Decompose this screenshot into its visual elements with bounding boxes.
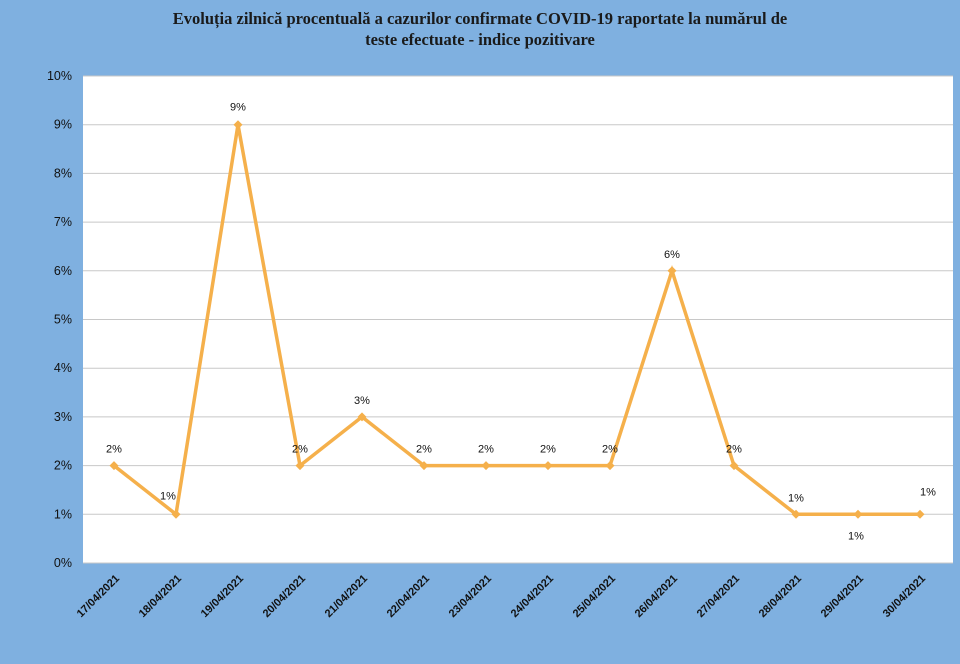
data-label: 3% [354, 395, 370, 407]
data-label: 2% [106, 444, 122, 456]
x-tick-label: 22/04/2021 [385, 573, 432, 620]
y-tick-label: 6% [54, 264, 72, 278]
x-tick-label: 17/04/2021 [75, 573, 122, 620]
data-point [171, 509, 181, 519]
y-tick-label: 10% [47, 69, 72, 83]
y-axis-tick-labels: 0% 1% 2% 3% 4% 5% 6% 7% 8% 9% 10% [47, 69, 72, 570]
data-label: 2% [478, 444, 494, 456]
data-point [667, 266, 677, 276]
data-label: 9% [230, 102, 246, 114]
data-label: 1% [920, 486, 936, 498]
chart-title-line-1: Evoluția zilnică procentuală a cazurilor… [172, 9, 788, 28]
x-tick-label: 23/04/2021 [447, 573, 494, 620]
data-point [729, 461, 739, 471]
data-point [295, 461, 305, 471]
y-tick-label: 7% [54, 215, 72, 229]
y-tick-label: 4% [54, 361, 72, 375]
y-tick-label: 2% [54, 459, 72, 473]
gridlines [83, 75, 953, 564]
series-markers [109, 120, 925, 519]
y-tick-label: 0% [54, 556, 72, 570]
y-tick-label: 3% [54, 410, 72, 424]
data-label: 2% [416, 444, 432, 456]
data-labels: 2% 1% 9% 2% 3% 2% 2% 2% 2% 6% 2% 1% 1% 1% [106, 102, 936, 543]
data-point [605, 461, 615, 471]
chart-title-line-2: teste efectuate - indice pozitivare [365, 30, 595, 49]
x-tick-label: 19/04/2021 [199, 573, 246, 620]
x-axis-tick-labels: 17/04/2021 18/04/2021 19/04/2021 20/04/2021… [75, 573, 928, 620]
x-tick-label: 21/04/2021 [323, 573, 370, 620]
data-label: 2% [602, 444, 618, 456]
data-point [357, 412, 367, 422]
x-tick-label: 28/04/2021 [757, 573, 804, 620]
y-tick-label: 9% [54, 118, 72, 132]
x-tick-label: 24/04/2021 [509, 573, 556, 620]
data-label: 1% [788, 492, 804, 504]
x-tick-label: 30/04/2021 [881, 573, 928, 620]
x-tick-label: 20/04/2021 [261, 573, 308, 620]
x-tick-label: 26/04/2021 [633, 573, 680, 620]
data-point [853, 509, 863, 519]
data-label: 2% [540, 444, 556, 456]
data-point [481, 461, 491, 471]
data-point [915, 509, 925, 519]
data-label: 6% [664, 249, 680, 261]
data-point [419, 461, 429, 471]
data-point [109, 461, 119, 471]
x-tick-label: 29/04/2021 [819, 573, 866, 620]
chart-title: Evoluția zilnică procentuală a cazurilor… [0, 8, 960, 50]
y-tick-label: 8% [54, 166, 72, 180]
x-tick-label: 25/04/2021 [571, 573, 618, 620]
data-point [543, 461, 553, 471]
x-tick-label: 18/04/2021 [137, 573, 184, 620]
data-label: 2% [726, 444, 742, 456]
y-tick-label: 1% [54, 507, 72, 521]
data-point [233, 120, 243, 130]
data-label: 1% [160, 490, 176, 502]
x-tick-label: 27/04/2021 [695, 573, 742, 620]
data-label: 2% [292, 444, 308, 456]
data-label: 1% [848, 530, 864, 542]
y-tick-label: 5% [54, 313, 72, 327]
data-point [791, 509, 801, 519]
series-line [112, 124, 920, 518]
